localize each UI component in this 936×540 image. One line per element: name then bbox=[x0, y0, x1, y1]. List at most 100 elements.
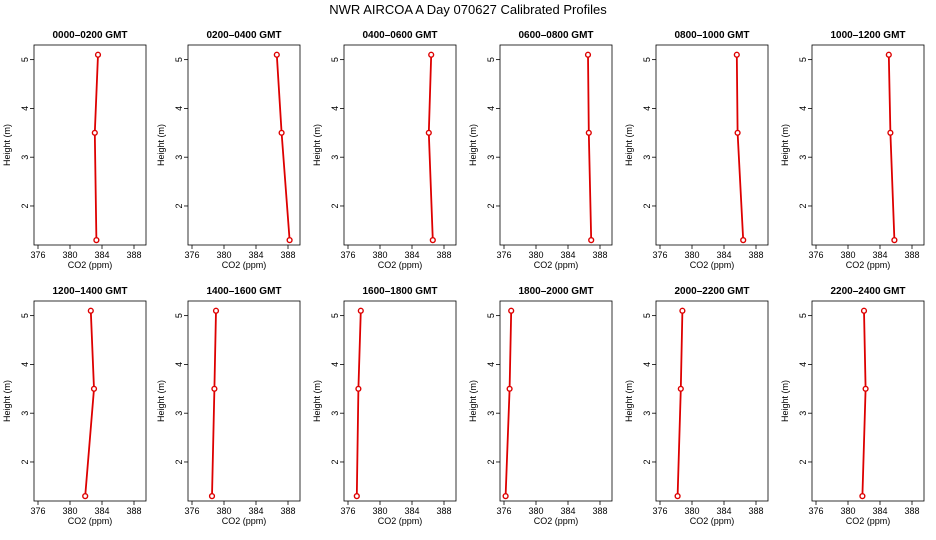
x-axis-label: CO2 (ppm) bbox=[68, 516, 113, 526]
x-tick-label: 384 bbox=[716, 250, 731, 260]
x-tick-label: 388 bbox=[280, 506, 295, 516]
y-tick-label: 3 bbox=[486, 155, 496, 160]
data-point bbox=[286, 237, 293, 244]
panel-title: 0400–0600 GMT bbox=[362, 30, 437, 41]
y-tick-label: 3 bbox=[174, 411, 184, 416]
data-point bbox=[502, 493, 509, 500]
x-axis-label: CO2 (ppm) bbox=[378, 516, 423, 526]
plot-frame bbox=[33, 300, 147, 502]
x-tick-label: 376 bbox=[184, 506, 199, 516]
y-tick-label: 4 bbox=[174, 362, 184, 367]
y-tick-label: 5 bbox=[20, 57, 30, 62]
y-tick-label: 3 bbox=[20, 155, 30, 160]
profile-panel: 1400–1600 GMT 376 380 384 388 CO2 (ppm) 2 3 4 5 He… bbox=[156, 286, 301, 526]
x-tick-label: 376 bbox=[340, 506, 355, 516]
data-point bbox=[278, 129, 285, 136]
y-tick-label: 4 bbox=[486, 106, 496, 111]
y-tick-label: 2 bbox=[330, 203, 340, 208]
y-tick-label: 3 bbox=[642, 411, 652, 416]
y-axis-label: Height (m) bbox=[312, 124, 322, 166]
x-tick-label: 388 bbox=[280, 250, 295, 260]
profile-panel: 0000–0200 GMT 376 380 384 388 CO2 (ppm) 2 3 4 5 He… bbox=[2, 30, 147, 270]
x-tick-label: 380 bbox=[372, 250, 387, 260]
y-tick-label: 5 bbox=[174, 57, 184, 62]
x-tick-label: 376 bbox=[808, 250, 823, 260]
panel-title: 1200–1400 GMT bbox=[52, 286, 127, 297]
x-tick-label: 384 bbox=[94, 250, 109, 260]
y-tick-label: 5 bbox=[486, 313, 496, 318]
panel-title: 1600–1800 GMT bbox=[362, 286, 437, 297]
y-tick-label: 2 bbox=[330, 459, 340, 464]
profile-panel: 1800–2000 GMT 376 380 384 388 CO2 (ppm) 2 3 4 5 He… bbox=[468, 286, 613, 526]
x-tick-label: 384 bbox=[94, 506, 109, 516]
data-point bbox=[584, 51, 592, 58]
x-tick-label: 388 bbox=[126, 506, 141, 516]
x-tick-label: 388 bbox=[126, 250, 141, 260]
y-axis-label: Height (m) bbox=[468, 124, 478, 166]
y-tick-label: 4 bbox=[642, 362, 652, 367]
x-axis-label: CO2 (ppm) bbox=[68, 260, 113, 270]
y-axis-label: Height (m) bbox=[2, 124, 12, 166]
x-tick-label: 384 bbox=[560, 506, 575, 516]
y-tick-label: 2 bbox=[20, 203, 30, 208]
x-tick-label: 380 bbox=[62, 506, 77, 516]
x-axis-label: CO2 (ppm) bbox=[846, 516, 891, 526]
y-tick-label: 5 bbox=[798, 57, 808, 62]
x-tick-label: 376 bbox=[30, 250, 45, 260]
y-tick-label: 4 bbox=[486, 362, 496, 367]
data-point bbox=[679, 307, 686, 314]
y-axis-label: Height (m) bbox=[624, 124, 634, 166]
panel-title: 0600–0800 GMT bbox=[518, 30, 593, 41]
y-tick-label: 2 bbox=[486, 203, 496, 208]
data-point bbox=[506, 385, 513, 392]
y-axis-label: Height (m) bbox=[156, 124, 166, 166]
y-tick-label: 3 bbox=[642, 155, 652, 160]
profile-panel: 0800–1000 GMT 376 380 384 388 CO2 (ppm) 2 3 4 5 He… bbox=[624, 30, 769, 270]
x-tick-label: 376 bbox=[496, 250, 511, 260]
x-axis-label: CO2 (ppm) bbox=[534, 260, 579, 270]
y-tick-label: 4 bbox=[798, 362, 808, 367]
data-point bbox=[355, 385, 362, 392]
y-tick-label: 3 bbox=[20, 411, 30, 416]
data-point bbox=[87, 307, 94, 314]
x-tick-label: 384 bbox=[716, 506, 731, 516]
profile-line bbox=[861, 310, 867, 497]
x-axis-label: CO2 (ppm) bbox=[222, 516, 267, 526]
data-point bbox=[82, 493, 89, 500]
data-point bbox=[588, 237, 595, 244]
y-axis-label: Height (m) bbox=[468, 380, 478, 422]
data-point bbox=[94, 51, 102, 58]
data-point bbox=[740, 237, 747, 244]
data-point bbox=[212, 307, 220, 314]
x-tick-label: 380 bbox=[62, 250, 77, 260]
plot-frame bbox=[33, 44, 147, 246]
panel-title: 2200–2400 GMT bbox=[830, 286, 905, 297]
x-axis-label: CO2 (ppm) bbox=[690, 516, 735, 526]
chart-title: NWR AIRCOA A Day 070627 Calibrated Profi… bbox=[329, 2, 607, 17]
profile-panel: 1200–1400 GMT 376 380 384 388 CO2 (ppm) 2 3 4 5 He… bbox=[2, 286, 147, 526]
x-tick-label: 388 bbox=[436, 250, 451, 260]
data-point bbox=[677, 385, 684, 392]
x-tick-label: 388 bbox=[592, 250, 607, 260]
y-tick-label: 4 bbox=[330, 362, 340, 367]
plot-frame bbox=[811, 300, 925, 502]
plot-frame bbox=[187, 300, 301, 502]
y-tick-label: 5 bbox=[642, 57, 652, 62]
data-point bbox=[891, 237, 898, 244]
x-tick-label: 376 bbox=[184, 250, 199, 260]
x-tick-label: 380 bbox=[840, 250, 855, 260]
y-tick-label: 3 bbox=[330, 411, 340, 416]
y-tick-label: 2 bbox=[20, 459, 30, 464]
profile-line bbox=[93, 54, 99, 241]
y-axis-label: Height (m) bbox=[312, 380, 322, 422]
profile-line bbox=[735, 54, 745, 241]
data-point bbox=[860, 307, 868, 314]
data-point bbox=[859, 493, 866, 500]
data-point bbox=[733, 51, 740, 58]
y-tick-label: 5 bbox=[798, 313, 808, 318]
y-tick-label: 4 bbox=[174, 106, 184, 111]
x-axis-label: CO2 (ppm) bbox=[222, 260, 267, 270]
plot-frame bbox=[343, 300, 457, 502]
y-tick-label: 4 bbox=[20, 106, 30, 111]
